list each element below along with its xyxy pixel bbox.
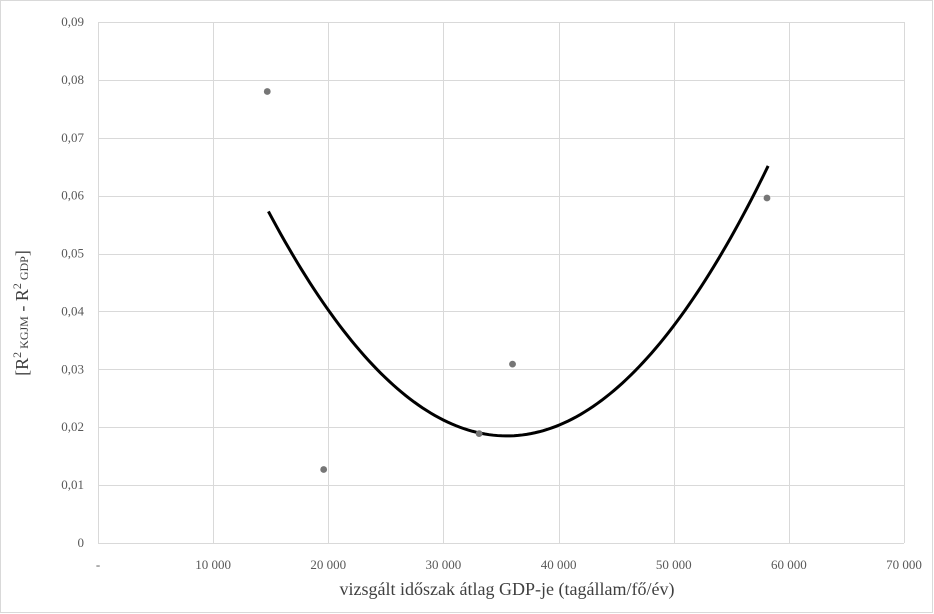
vertical-gridlines (98, 22, 905, 543)
data-points (263, 88, 771, 473)
data-point (763, 194, 771, 202)
y-tick-label: 0,05 (61, 246, 84, 261)
y-label-sup-1: 2 (10, 352, 24, 358)
y-label-prefix: [R (12, 358, 32, 376)
y-tick-label: 0,06 (61, 188, 84, 203)
x-tick-label: 30 000 (426, 557, 462, 572)
y-tick-label: 0 (78, 535, 85, 550)
x-tick-label: 60 000 (771, 557, 807, 572)
y-label-sub-2: GDP (17, 256, 31, 283)
y-label-sub-1: KGJM (17, 316, 31, 352)
data-point (263, 88, 271, 95)
data-point (320, 466, 328, 473)
y-tick-label: 0,03 (61, 361, 84, 376)
y-tick-labels: 0 0,01 0,02 0,03 0,04 0,05 0,06 0,07 0,08 0,09 (61, 14, 84, 550)
x-tick-label: - (96, 557, 100, 572)
x-tick-label: 50 000 (656, 557, 692, 572)
x-axis-label: vizsgált időszak átlag GDP-je (tagállam/… (340, 579, 675, 600)
x-tick-label: 70 000 (886, 557, 922, 572)
y-tick-label: 0,02 (61, 419, 84, 434)
y-tick-label: 0,09 (61, 14, 84, 29)
y-label-suffix: ] (12, 250, 32, 256)
horizontal-gridlines (98, 22, 904, 544)
y-tick-label: 0,01 (61, 477, 84, 492)
trendline (267, 165, 770, 438)
y-tick-label: 0,08 (61, 72, 84, 87)
x-tick-label: 10 000 (195, 557, 231, 572)
data-point (475, 430, 483, 437)
x-tick-label: 20 000 (310, 557, 346, 572)
y-axis-label: [R2 KGJM - R2 GDP] (10, 250, 32, 376)
y-label-mid: - R (12, 289, 32, 316)
y-tick-label: 0,04 (61, 303, 84, 318)
x-tick-label: 40 000 (541, 557, 577, 572)
y-label-sup-2: 2 (10, 283, 24, 289)
x-tick-labels: - 10 000 20 000 30 000 40 000 50 000 60 000 70 … (96, 557, 922, 572)
data-point (509, 360, 516, 368)
y-tick-label: 0,07 (61, 130, 84, 145)
